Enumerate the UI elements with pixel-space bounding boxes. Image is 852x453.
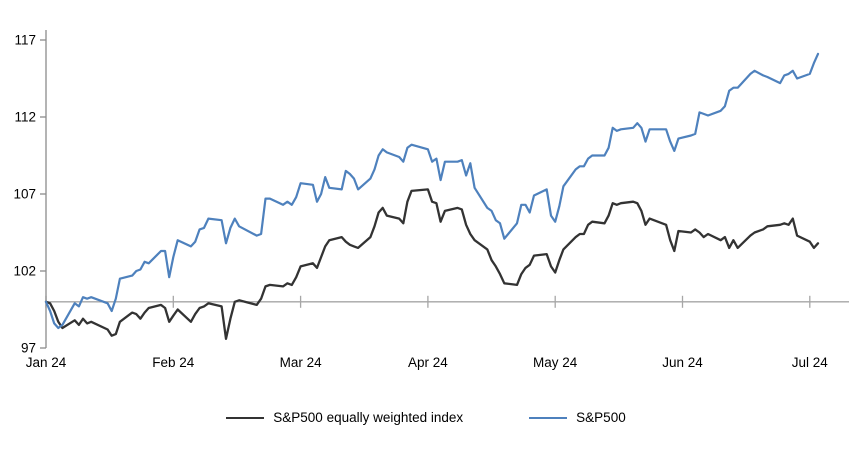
legend-swatch-sp500-equal-weight	[226, 416, 265, 419]
y-axis: 97 102 107 112 117	[13, 30, 47, 356]
series-line-sp500	[44, 52, 820, 330]
x-tick-label-6: Jul 24	[792, 355, 829, 370]
series-lines	[44, 52, 820, 340]
legend-item-sp500: S&P500	[529, 410, 626, 425]
legend-swatch-sp500	[529, 416, 568, 419]
x-tick-label-2: Mar 24	[280, 355, 323, 370]
legend: S&P500 equally weighted index S&P500	[0, 410, 852, 425]
y-tick-label-107: 107	[13, 187, 36, 202]
baseline-100-line	[45, 295, 849, 308]
y-tick-label-97: 97	[21, 341, 36, 356]
x-tick-label-0: Jan 24	[26, 355, 67, 370]
x-axis-labels: Jan 24 Feb 24 Mar 24 Apr 24 May 24 Jun 24 Jul …	[26, 355, 829, 370]
x-tick-label-3: Apr 24	[408, 355, 448, 370]
legend-label-sp500-equal-weight: S&P500 equally weighted index	[273, 410, 464, 425]
series-line-sp500-equal-weight	[44, 188, 820, 340]
x-tick-label-1: Feb 24	[152, 355, 195, 370]
legend-item-sp500-equal-weight: S&P500 equally weighted index	[226, 410, 463, 425]
y-tick-label-102: 102	[13, 264, 36, 279]
x-tick-label-4: May 24	[533, 355, 578, 370]
legend-label-sp500: S&P500	[576, 410, 626, 425]
y-tick-label-117: 117	[14, 33, 36, 48]
y-tick-label-112: 112	[14, 110, 36, 125]
x-tick-label-5: Jun 24	[662, 355, 703, 370]
